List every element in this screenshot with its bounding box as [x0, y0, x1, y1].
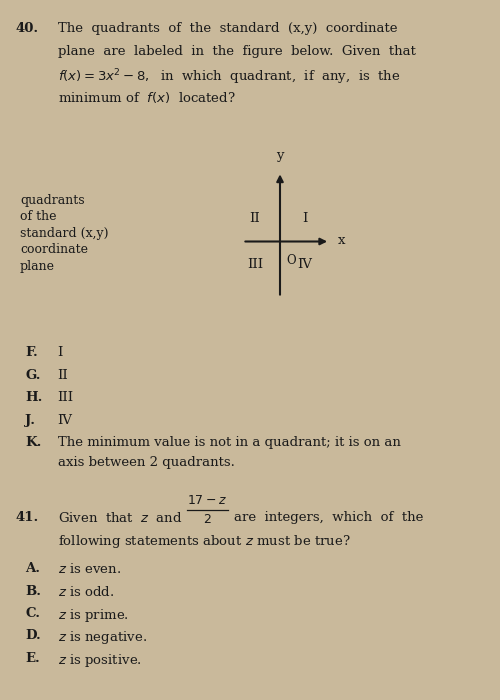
Text: 40.: 40. [15, 22, 38, 36]
Text: H.: H. [25, 391, 42, 405]
Text: II: II [58, 369, 68, 382]
Text: The  quadrants  of  the  standard  (x,y)  coordinate: The quadrants of the standard (x,y) coor… [58, 22, 397, 36]
Text: K.: K. [25, 436, 42, 449]
Text: $z$ is positive.: $z$ is positive. [58, 652, 142, 668]
Text: $z$ is odd.: $z$ is odd. [58, 584, 114, 598]
Text: plane  are  labeled  in  the  figure  below.  Given  that: plane are labeled in the figure below. G… [58, 45, 416, 58]
Text: 41.: 41. [15, 511, 38, 524]
Text: O: O [286, 254, 296, 267]
Text: $z$ is negative.: $z$ is negative. [58, 629, 146, 646]
Text: B.: B. [25, 584, 41, 598]
Text: I: I [58, 346, 63, 360]
Text: The minimum value is not in a quadrant; it is on an: The minimum value is not in a quadrant; … [58, 436, 400, 449]
Text: y: y [276, 149, 284, 162]
Text: I: I [302, 212, 308, 225]
Text: following statements about $z$ must be true?: following statements about $z$ must be t… [58, 533, 350, 550]
Text: F.: F. [25, 346, 38, 360]
Text: $2$: $2$ [203, 513, 212, 526]
Text: E.: E. [25, 652, 40, 665]
Text: $z$ is prime.: $z$ is prime. [58, 607, 128, 624]
Text: x: x [338, 234, 345, 246]
Text: III: III [247, 258, 263, 271]
Text: A.: A. [25, 562, 40, 575]
Text: $z$ is even.: $z$ is even. [58, 562, 120, 576]
Text: J.: J. [25, 414, 35, 427]
Text: are  integers,  which  of  the: are integers, which of the [234, 511, 424, 524]
Text: minimum of  $f(x)$  located?: minimum of $f(x)$ located? [58, 90, 235, 104]
Text: G.: G. [25, 369, 40, 382]
Text: IV: IV [58, 414, 72, 427]
Text: quadrants
of the
standard (x,y)
coordinate
plane: quadrants of the standard (x,y) coordina… [20, 194, 108, 272]
Text: $f(x) = 3x^2 - 8,$  in  which  quadrant,  if  any,  is  the: $f(x) = 3x^2 - 8,$ in which quadrant, if… [58, 67, 400, 87]
Text: Given  that  $z$  and: Given that $z$ and [58, 511, 182, 525]
Text: $17 - z$: $17 - z$ [188, 494, 228, 508]
Text: C.: C. [25, 607, 40, 620]
Text: D.: D. [25, 629, 41, 643]
Text: III: III [58, 391, 74, 405]
Text: axis between 2 quadrants.: axis between 2 quadrants. [58, 456, 234, 469]
Text: II: II [250, 212, 260, 225]
Text: IV: IV [298, 258, 312, 271]
